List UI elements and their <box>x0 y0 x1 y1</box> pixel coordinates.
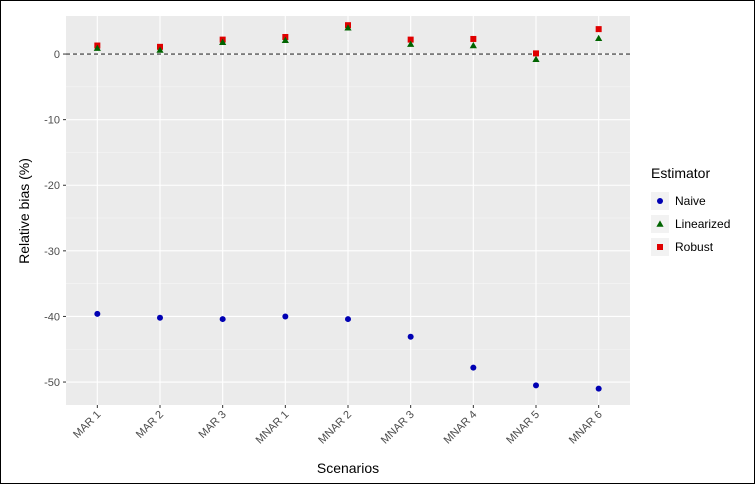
y-tick-label: -10 <box>44 115 60 127</box>
legend-items: Naive Linearized Robust <box>651 192 730 256</box>
data-point-linearized <box>219 38 227 45</box>
y-axis: 0 -10 -20 -30 -40 -50 <box>44 49 66 389</box>
x-tick-label: MNAR 5 <box>504 409 542 447</box>
x-axis-title: Scenarios <box>317 460 379 476</box>
data-point-linearized <box>595 34 603 42</box>
data-point-robust <box>470 35 477 42</box>
x-tick-label: MNAR 4 <box>442 409 480 447</box>
data-point-naive <box>219 316 226 323</box>
data-point-linearized <box>281 36 289 43</box>
y-axis-title: Relative bias (%) <box>16 158 32 264</box>
series-naive <box>94 310 602 392</box>
data-point-linearized <box>156 46 164 53</box>
x-tick-label: MNAR 1 <box>254 409 292 447</box>
data-point-naive <box>407 333 414 340</box>
x-axis: MAR 1 MAR 2 MAR 3 MNAR 1 MNAR 2 MNAR 3 MNAR 4 M… <box>71 405 605 447</box>
x-tick-label: MAR 3 <box>197 409 229 441</box>
data-point-naive <box>345 316 351 323</box>
data-point-naive <box>595 385 602 392</box>
legend-marker-robust <box>657 244 663 250</box>
data-point-linearized <box>469 41 477 49</box>
data-point-linearized <box>407 40 415 47</box>
y-tick-label: -50 <box>44 377 60 389</box>
data-point-naive <box>94 310 101 317</box>
legend-marker-naive <box>657 198 663 204</box>
y-tick-label: -40 <box>44 311 60 323</box>
data-point-linearized <box>344 24 352 31</box>
data-point-robust <box>407 36 414 43</box>
data-points <box>93 22 603 392</box>
legend-label: Naive <box>675 194 706 208</box>
y-tick-label: -30 <box>44 246 60 258</box>
y-tick-label: 0 <box>54 49 60 61</box>
data-point-linearized <box>532 55 540 62</box>
legend-title: Estimator <box>651 165 710 181</box>
legend-label: Linearized <box>675 217 730 231</box>
data-point-robust <box>595 26 602 33</box>
data-point-naive <box>157 314 163 321</box>
x-tick-label: MNAR 3 <box>379 409 417 447</box>
x-tick-label: MAR 2 <box>134 409 166 441</box>
legend: Estimator Naive Linearized Robust <box>651 165 730 256</box>
series-linearized <box>93 24 603 62</box>
data-point-robust <box>533 50 539 57</box>
data-point-linearized <box>93 44 101 51</box>
x-tick-label: MNAR 2 <box>316 409 354 447</box>
legend-marker-linearized <box>656 220 664 227</box>
legend-label: Robust <box>675 240 714 254</box>
x-tick-label: MNAR 6 <box>567 409 605 447</box>
data-point-naive <box>470 364 477 371</box>
y-tick-label: -20 <box>44 180 60 192</box>
data-point-naive <box>282 313 289 320</box>
data-point-naive <box>533 382 539 389</box>
x-tick-label: MAR 1 <box>71 409 103 441</box>
